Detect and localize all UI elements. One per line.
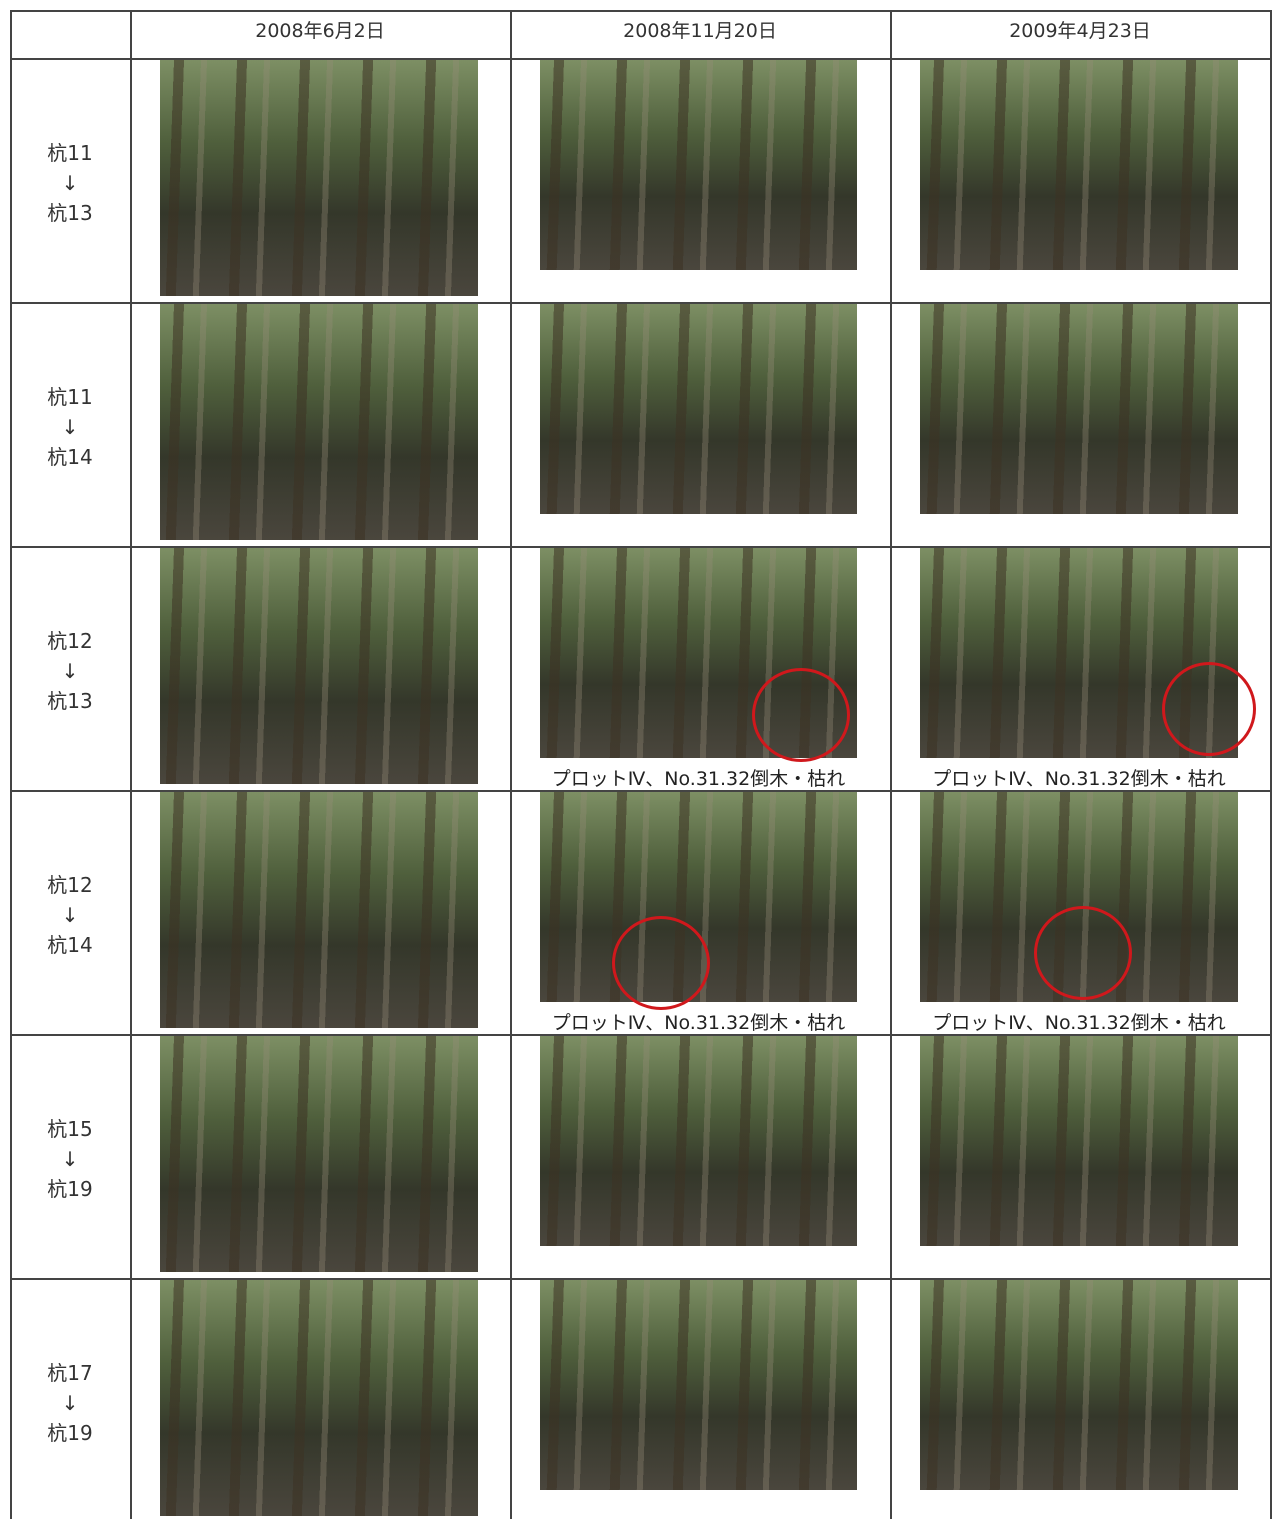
- photo: [540, 60, 857, 270]
- row-label: ↓: [10, 168, 130, 198]
- photo-caption: プロットⅣ、No.31.32倒木・枯れ: [530, 764, 867, 791]
- photo: [920, 60, 1238, 270]
- photo: [160, 304, 478, 540]
- highlight-circle: [612, 916, 710, 1010]
- row-label: 杭19: [10, 1418, 130, 1448]
- photo: [160, 1036, 478, 1272]
- photo-caption: プロットⅣ、No.31.32倒木・枯れ: [910, 1008, 1248, 1035]
- table-border: [130, 10, 132, 1519]
- row-label: 杭19: [10, 1174, 130, 1204]
- highlight-circle: [1034, 906, 1132, 1000]
- column-header: 2008年6月2日: [130, 16, 510, 43]
- photo-caption: プロットⅣ、No.31.32倒木・枯れ: [910, 764, 1248, 791]
- page: 2008年6月2日2008年11月20日2009年4月23日杭11↓杭13杭11…: [0, 0, 1272, 1519]
- row-label: 杭11: [10, 382, 130, 412]
- photo: [540, 1036, 857, 1246]
- row-label: 杭15: [10, 1114, 130, 1144]
- photo: [920, 1036, 1238, 1246]
- photo: [920, 1280, 1238, 1490]
- highlight-circle: [752, 668, 850, 762]
- highlight-circle: [1162, 662, 1256, 756]
- row-label: ↓: [10, 1388, 130, 1418]
- row-label: 杭14: [10, 930, 130, 960]
- photo: [160, 548, 478, 784]
- photo: [160, 1280, 478, 1516]
- table-border: [10, 10, 1272, 12]
- photo: [160, 792, 478, 1028]
- row-label: 杭13: [10, 198, 130, 228]
- row-label: ↓: [10, 1144, 130, 1174]
- row-label: ↓: [10, 656, 130, 686]
- table-border: [890, 10, 892, 1519]
- photo-caption: プロットⅣ、No.31.32倒木・枯れ: [530, 1008, 867, 1035]
- row-label: 杭13: [10, 686, 130, 716]
- row-label: ↓: [10, 412, 130, 442]
- row-label: 杭17: [10, 1358, 130, 1388]
- photo: [920, 304, 1238, 514]
- photo: [160, 60, 478, 296]
- row-label: 杭12: [10, 870, 130, 900]
- photo: [540, 1280, 857, 1490]
- photo: [540, 304, 857, 514]
- row-label: ↓: [10, 900, 130, 930]
- column-header: 2009年4月23日: [890, 16, 1270, 43]
- table-border: [10, 10, 12, 1519]
- column-header: 2008年11月20日: [510, 16, 890, 43]
- row-label: 杭14: [10, 442, 130, 472]
- table-border: [510, 10, 512, 1519]
- row-label: 杭11: [10, 138, 130, 168]
- row-label: 杭12: [10, 626, 130, 656]
